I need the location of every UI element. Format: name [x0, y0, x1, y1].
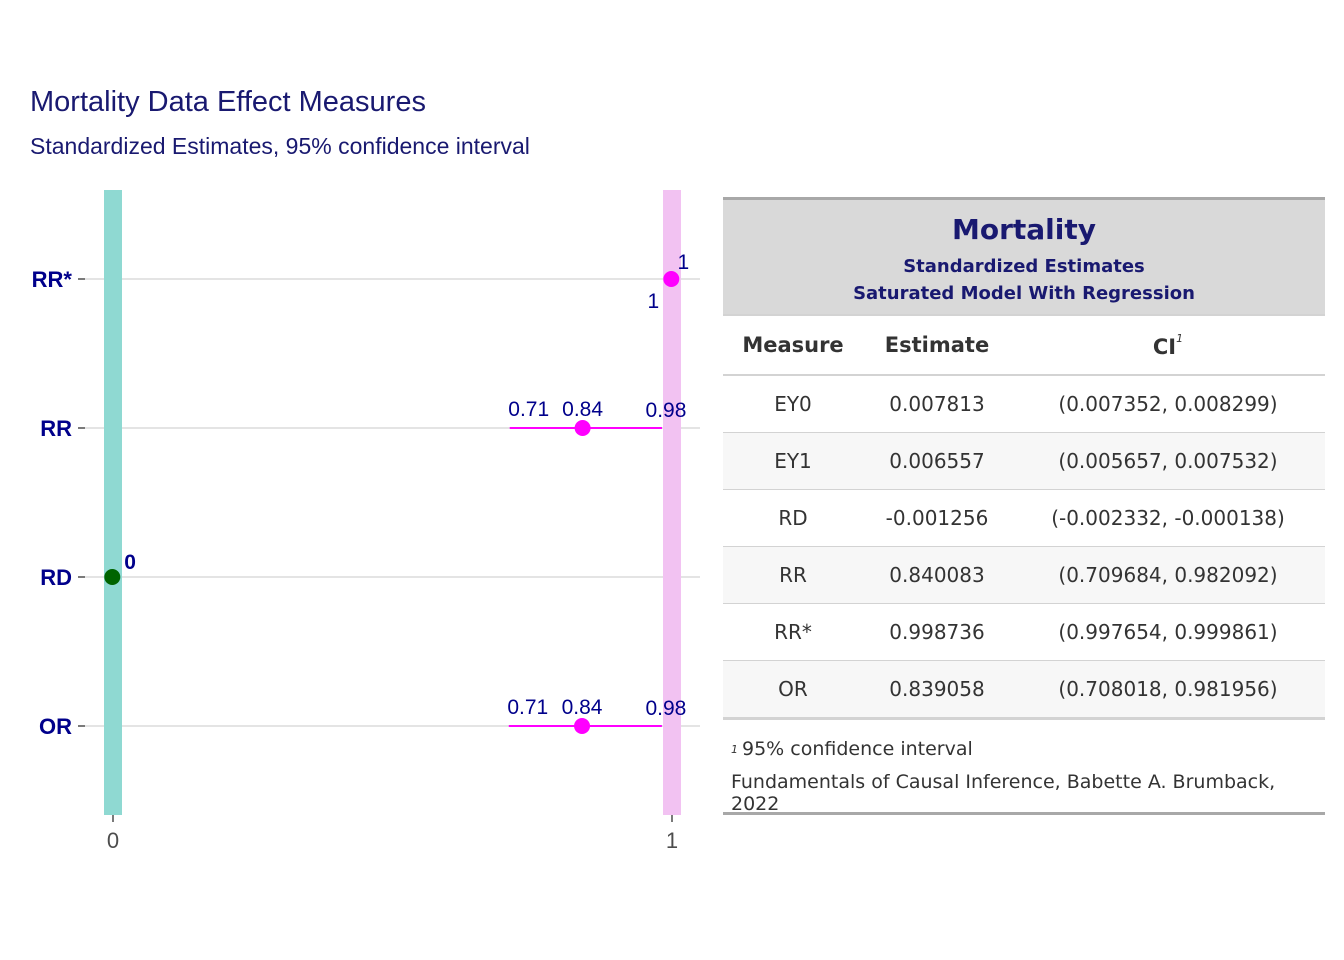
table-column-headers: Measure Estimate CI1 [723, 316, 1325, 376]
y-tick-label: RR* [32, 267, 73, 292]
cell-ci: (0.007352, 0.008299) [1058, 392, 1278, 416]
lower-label: 1 [647, 290, 659, 313]
null-band-ratio [663, 190, 681, 815]
cell-estimate: 0.006557 [889, 449, 985, 473]
column-header-measure: Measure [742, 333, 844, 357]
cell-ci: (0.005657, 0.007532) [1058, 449, 1278, 473]
estimate-label: 1 [677, 251, 689, 274]
cell-ci: (0.997654, 0.999861) [1058, 620, 1278, 644]
estimate-label: 0.84 [562, 398, 603, 421]
table-footnote: 1 95% confidence interval [731, 720, 1325, 774]
chart-subtitle: Standardized Estimates, 95% confidence i… [30, 133, 530, 159]
cell-measure: RR* [774, 620, 812, 644]
y-tick-label: RR [40, 416, 72, 441]
cell-measure: OR [778, 677, 808, 701]
cell-estimate: 0.007813 [889, 392, 985, 416]
table-header: Mortality Standardized Estimates Saturat… [723, 197, 1325, 316]
column-header-ci-label: CI [1152, 334, 1177, 359]
estimate-label: 0 [124, 551, 136, 574]
table-row: EY0 0.007813 (0.007352, 0.008299) [723, 376, 1325, 433]
cell-measure: RD [778, 506, 808, 530]
upper-label: 0.98 [646, 399, 687, 422]
column-header-ci-footnote-mark: 1 [1176, 331, 1184, 345]
table-subtitle-line1: Standardized Estimates [903, 256, 1145, 277]
cell-estimate: 0.998736 [889, 620, 985, 644]
table-subtitle: Standardized Estimates Saturated Model W… [723, 253, 1325, 307]
cell-estimate: -0.001256 [885, 506, 989, 530]
table-row: RR 0.840083 (0.709684, 0.982092) [723, 547, 1325, 604]
table-row: RR* 0.998736 (0.997654, 0.999861) [723, 604, 1325, 661]
cell-measure: EY0 [774, 392, 812, 416]
cell-estimate: 0.840083 [889, 563, 985, 587]
results-table: Mortality Standardized Estimates Saturat… [723, 197, 1325, 815]
cell-estimate: 0.839058 [889, 677, 985, 701]
cell-ci: (0.708018, 0.981956) [1058, 677, 1278, 701]
column-header-ci: CI1 [1011, 332, 1325, 359]
cell-measure: EY1 [774, 449, 812, 473]
table-row: RD -0.001256 (-0.002332, -0.000138) [723, 490, 1325, 547]
y-tick-label: RD [40, 565, 72, 590]
table-subtitle-line2: Saturated Model With Regression [853, 283, 1195, 304]
lower-label: 0.71 [508, 398, 549, 421]
table-row: EY1 0.006557 (0.005657, 0.007532) [723, 433, 1325, 490]
footnote-text: 95% confidence interval [742, 738, 973, 760]
table-row: OR 0.839058 (0.708018, 0.981956) [723, 661, 1325, 718]
x-tick-label: 0 [107, 828, 119, 853]
upper-label: 0.98 [645, 697, 686, 720]
cell-ci: (0.709684, 0.982092) [1058, 563, 1278, 587]
y-tick-label: OR [39, 714, 72, 739]
table-footer: 1 95% confidence interval Fundamentals of… [723, 720, 1325, 815]
estimate-point [663, 271, 680, 287]
column-header-estimate: Estimate [884, 333, 990, 357]
lower-label: 0.71 [507, 696, 548, 719]
cell-ci: (-0.002332, -0.000138) [1051, 506, 1285, 530]
table-source-note: Fundamentals of Causal Inference, Babett… [723, 771, 1325, 815]
table-title: Mortality [951, 213, 1097, 246]
cell-measure: RR [779, 563, 807, 587]
estimate-point [104, 569, 121, 585]
estimate-point [574, 718, 591, 734]
chart-title: Mortality Data Effect Measures [30, 86, 426, 118]
estimate-point [574, 420, 591, 436]
x-tick-label: 1 [666, 828, 678, 853]
null-band-difference [104, 190, 122, 815]
estimate-label: 0.84 [562, 696, 603, 719]
table-body: EY0 0.007813 (0.007352, 0.008299) EY1 0.0065… [723, 376, 1325, 720]
footnote-mark: 1 [731, 742, 738, 756]
